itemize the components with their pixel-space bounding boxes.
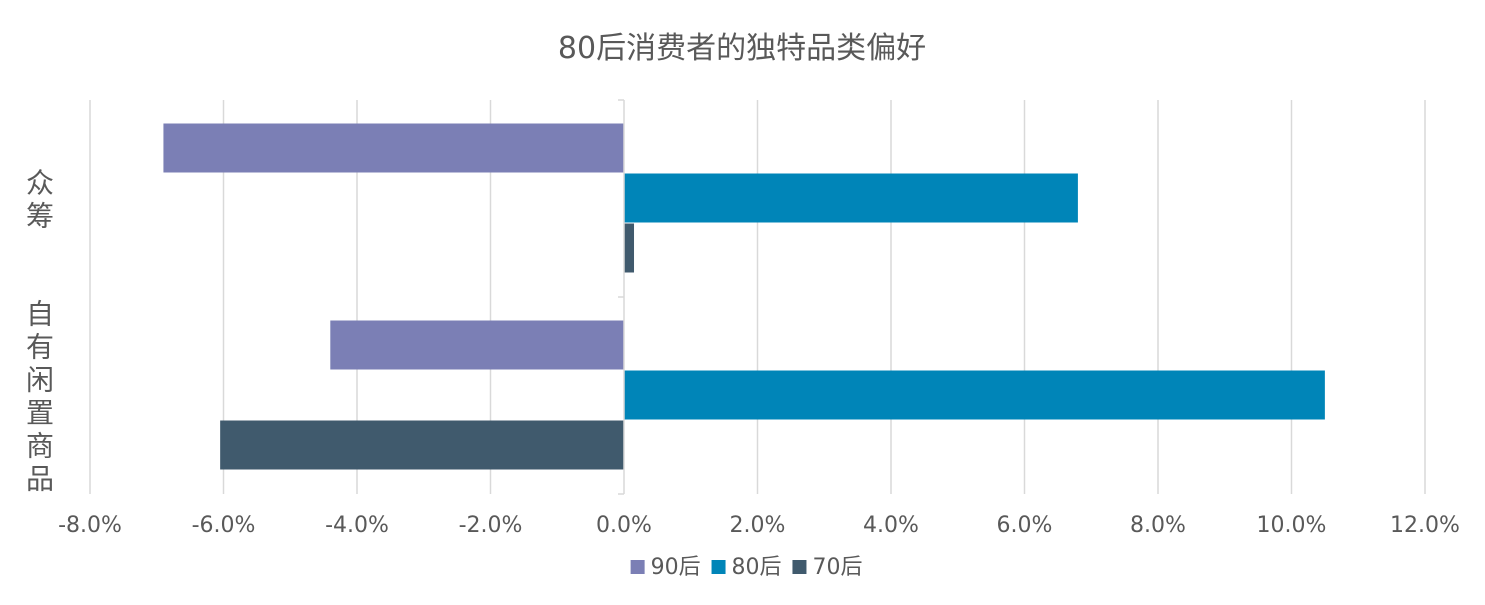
x-tick-label: 0.0% [596,513,652,538]
bars [163,123,1325,470]
bar [330,320,624,370]
bar [163,123,625,173]
bar [624,223,635,273]
x-tick-label: 4.0% [863,513,919,538]
bar [624,370,1325,420]
bar [624,173,1078,223]
category-label: 众筹 [26,167,54,233]
x-tick-label: -6.0% [192,513,256,538]
bar [220,420,624,470]
x-tick-label: -2.0% [459,513,523,538]
x-tick-label: 8.0% [1130,513,1186,538]
legend-swatch [792,560,807,574]
x-tick-label: 2.0% [730,513,786,538]
chart-title: 80后消费者的独特品类偏好 [558,31,926,66]
legend-swatch [630,560,645,574]
x-tick-labels: -8.0% -6.0% -4.0% -2.0% 0.0% 2.0% 4.0% 6.0% 8.0%… [58,513,1460,538]
legend-label: 90后 [651,555,701,580]
legend: 90后 80后 70后 [630,555,862,580]
x-tick-label: 12.0% [1390,513,1460,538]
axes [618,99,625,495]
category-label: 自有闲置商品 [26,298,54,496]
x-tick-label: 6.0% [997,513,1053,538]
x-tick-label: -4.0% [325,513,389,538]
legend-label: 70后 [812,555,862,580]
x-tick-label: -8.0% [58,513,122,538]
legend-label: 80后 [732,555,782,580]
x-tick-label: 10.0% [1257,513,1327,538]
legend-swatch [711,560,726,574]
